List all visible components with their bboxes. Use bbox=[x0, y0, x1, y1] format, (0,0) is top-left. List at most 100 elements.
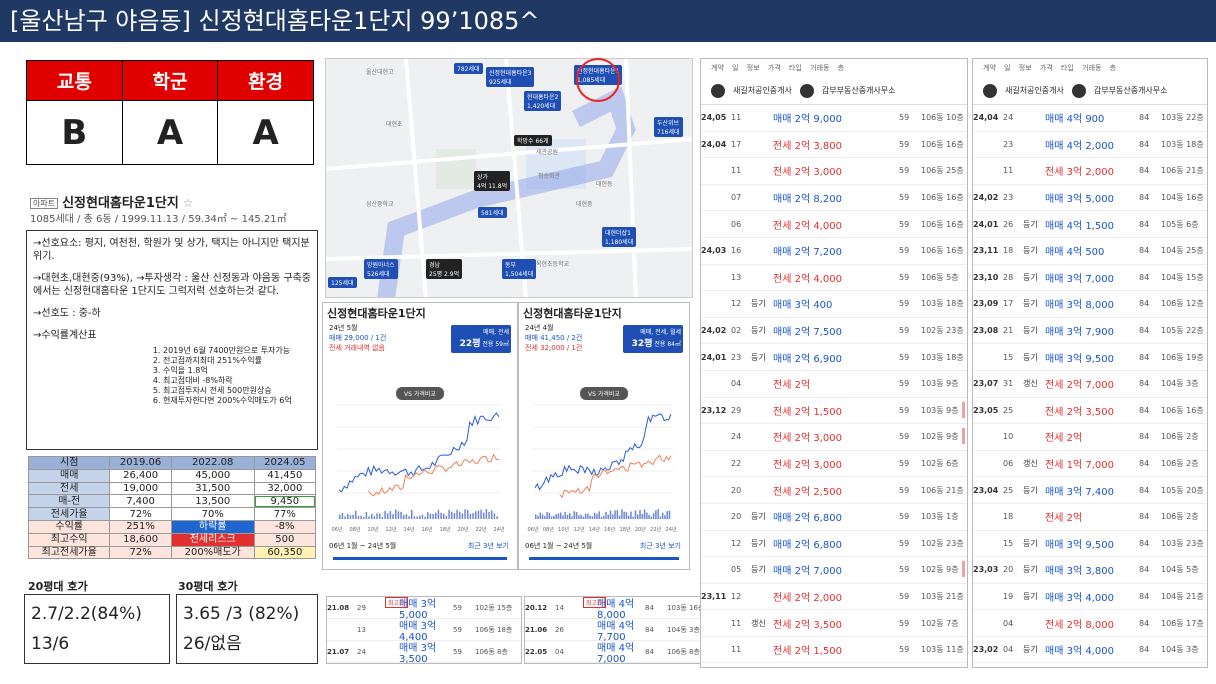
recent-3y-link[interactable]: 최근 3년 보기 bbox=[467, 542, 509, 550]
tx-row[interactable]: 24,04 24 매매 4억 900 84 103동 22층 bbox=[973, 105, 1207, 132]
tx-row[interactable]: 23,11 12 전세 2억 2,000 59 103동 21층 bbox=[701, 584, 967, 611]
tx-day: 12 bbox=[731, 538, 742, 548]
tx-row[interactable]: 24,04 17 전세 2억 3,800 59 106동 16층 bbox=[701, 132, 967, 159]
tx-price: 매매 2억 8,200 bbox=[773, 194, 842, 206]
map-view[interactable]: 울산대현고 청송회관 대현동 대현중 삼산중학교 세관공원 대현초 옥현초등학교… bbox=[325, 58, 693, 298]
tx-month: 23,11 bbox=[701, 591, 727, 601]
tx-row[interactable]: 23,05 25 전세 2억 3,500 84 106동 16층 bbox=[973, 398, 1207, 425]
tx-price: 전세 3억 2,000 bbox=[1045, 167, 1114, 179]
box-area: 전용 59㎡ bbox=[482, 341, 509, 348]
tx-row[interactable]: 24,02 02 등기 매매 2억 7,500 59 102동 23층 bbox=[701, 318, 967, 345]
tx-row[interactable]: 12 등기 매매 2억 6,800 59 102동 23층 bbox=[701, 531, 967, 558]
tx-row[interactable]: 24 전세 2억 3,000 59 102동 9층 bbox=[701, 424, 967, 451]
tx-row[interactable]: 21.06 26 매매 4억 7,700 84 104동 3층 bbox=[525, 619, 713, 643]
chart-price: 매매 41,450 / 2건 bbox=[525, 334, 583, 342]
tx-row[interactable]: 18 전세 2억 84 106동 2층 bbox=[973, 504, 1207, 531]
tx-row[interactable]: 21.07 24 매매 3억 3,500 59 106동 8층 bbox=[327, 641, 521, 663]
area-select-button[interactable]: 매매, 전세 22평 전용 59㎡ bbox=[451, 325, 511, 353]
tx-row[interactable]: 23 매매 4억 2,000 84 103동 18층 bbox=[973, 132, 1207, 159]
tx-row[interactable]: 24,02 23 매매 3억 5,000 84 104동 16층 bbox=[973, 185, 1207, 212]
tx-row[interactable]: 04 전세 2억 8,000 84 106동 17층 bbox=[973, 610, 1207, 637]
tx-type: 84 bbox=[1139, 379, 1150, 389]
recent-3y-link[interactable]: 최근 3년 보기 bbox=[639, 542, 681, 550]
tx-row[interactable]: 24,01 26 등기 매매 4억 1,500 84 105동 6층 bbox=[973, 211, 1207, 238]
tx-row[interactable]: 11 갱신 전세 2억 3,500 59 102동 7층 bbox=[701, 610, 967, 637]
x-tick-label: 18년 bbox=[620, 526, 631, 533]
x-tick-label: 12년 bbox=[386, 526, 397, 533]
map-marker[interactable]: 581세대 bbox=[478, 207, 507, 218]
memo-text: →선호요소: 평지, 여천천, 학원가 및 상가, 택지는 아니지만 택지분위기… bbox=[33, 238, 310, 262]
tx-type: 59 bbox=[899, 459, 910, 469]
volume-bar bbox=[352, 514, 354, 519]
map-marker[interactable]: 동부 1,504세대 bbox=[502, 259, 537, 279]
compare-button[interactable]: VS 가격비교 bbox=[396, 387, 444, 400]
tx-row[interactable]: 06 갱신 전세 1억 7,000 84 106동 2층 bbox=[973, 451, 1207, 478]
apt-name-text: 신정현대홈타운1단지 bbox=[62, 196, 179, 211]
tx-row[interactable]: 22 전세 2억 3,000 59 102동 6층 bbox=[701, 451, 967, 478]
tx-row[interactable]: 15 등기 매매 3억 9,500 84 106동 19층 bbox=[973, 344, 1207, 371]
tx-row[interactable]: 07 매매 2억 8,200 59 106동 16층 bbox=[701, 185, 967, 212]
map-label: 삼산중학교 bbox=[366, 201, 394, 208]
tx-row[interactable]: 20.12 14 최고가 매매 4억 8,000 84 103동 16층 bbox=[525, 597, 713, 621]
tx-type: 84 bbox=[1139, 113, 1150, 123]
tx-row[interactable]: 23,02 04 등기 매매 3억 4,000 84 104동 3층 bbox=[973, 637, 1207, 664]
tx-price: 매매 3억 7,400 bbox=[1045, 486, 1114, 498]
tx-row[interactable]: 23,04 25 등기 매매 3억 7,400 84 105동 20층 bbox=[973, 477, 1207, 504]
volume-bar bbox=[593, 512, 596, 519]
tx-row[interactable]: 23,08 21 등기 매매 3억 7,900 84 105동 22층 bbox=[973, 318, 1207, 345]
volume-bar bbox=[573, 511, 576, 519]
tx-row[interactable]: 05 등기 매매 2억 7,000 59 102동 9층 bbox=[701, 557, 967, 584]
tx-row[interactable]: 23,07 31 갱신 전세 2억 7,000 84 104동 3층 bbox=[973, 371, 1207, 398]
tx-list-59[interactable]: 계약 일 정보 가격 타입 거래동 층 새길처공인중개사 갑부부동산중개사무소 24,… bbox=[700, 58, 968, 668]
period-slider[interactable] bbox=[333, 557, 507, 560]
tx-row[interactable]: 04 전세 2억 59 103동 9층 bbox=[701, 371, 967, 398]
tx-row[interactable]: 06 전세 2억 4,000 59 106동 16층 bbox=[701, 211, 967, 238]
tx-type: 59 bbox=[899, 352, 910, 362]
map-marker[interactable]: 782세대 bbox=[454, 63, 483, 74]
tx-row[interactable]: 23,09 17 등기 매매 3억 8,000 84 106동 12층 bbox=[973, 291, 1207, 318]
map-marker[interactable]: 상가 4억 11.8억 bbox=[474, 171, 511, 191]
tx-row[interactable]: 11 전세 2억 1,500 59 103동 11층 bbox=[701, 637, 967, 664]
tx-price: 매매 3억 4,000 bbox=[1045, 646, 1114, 658]
tx-row[interactable]: 19 등기 매매 3억 4,000 84 104동 21층 bbox=[973, 584, 1207, 611]
star-icon[interactable]: ☆ bbox=[182, 196, 194, 210]
tx-row[interactable]: 23,03 20 등기 매매 3억 3,800 84 104동 5층 bbox=[973, 557, 1207, 584]
tx-row[interactable]: 24,03 16 매매 2억 7,200 59 106동 16층 bbox=[701, 238, 967, 265]
tx-row[interactable]: 11 전세 2억 3,000 59 106동 25층 bbox=[701, 158, 967, 185]
box-area: 전용 84㎡ bbox=[654, 341, 681, 348]
map-marker[interactable]: 신정현대홈타운3 925세대 bbox=[486, 67, 535, 87]
period-slider[interactable] bbox=[529, 557, 679, 560]
compare-button[interactable]: VS 가격비교 bbox=[580, 387, 628, 400]
tx-row[interactable]: 22.05 04 매매 4억 7,000 84 106동 8층 bbox=[525, 641, 713, 663]
volume-bar bbox=[347, 514, 349, 519]
tx-price: 매매 4억 900 bbox=[1045, 114, 1105, 126]
map-marker[interactable]: 학망수 66개 bbox=[514, 135, 552, 146]
tx-row[interactable]: 13 전세 2억 4,000 59 106동 5층 bbox=[701, 265, 967, 292]
area-select-button[interactable]: 매매, 전세, 월세 32평 전용 84㎡ bbox=[623, 325, 683, 353]
tx-row[interactable]: 12 등기 매매 3억 400 59 103동 18층 bbox=[701, 291, 967, 318]
map-marker[interactable]: 망원아너스 526세대 bbox=[364, 259, 398, 279]
tx-day: 20 bbox=[1003, 565, 1014, 575]
tx-row[interactable]: 23,12 29 전세 2억 1,500 59 103동 9층 bbox=[701, 398, 967, 425]
map-marker[interactable]: 대현더샵1 1,180세대 bbox=[602, 227, 637, 247]
tx-month: 24,02 bbox=[701, 326, 727, 336]
tx-row[interactable]: 23,10 28 등기 매매 3억 7,000 84 104동 15층 bbox=[973, 265, 1207, 292]
map-marker[interactable]: 125세대 bbox=[328, 277, 357, 288]
tx-row[interactable]: 21.08 29 최고가 매매 3억 5,000 59 102동 15층 bbox=[327, 597, 521, 621]
chart-panel-1: 신정현대홈타운1단지 24년 5월 매매 29,000 / 1건 전세 거래내역… bbox=[322, 302, 518, 570]
tx-row[interactable]: 24,01 23 등기 매매 2억 6,900 59 103동 18층 bbox=[701, 344, 967, 371]
tx-row[interactable]: 13 매매 3억 4,400 59 106동 18층 bbox=[327, 619, 521, 643]
map-marker[interactable]: 현대홈타운2 1,420세대 bbox=[524, 91, 562, 111]
tx-row[interactable]: 23,11 18 등기 매매 4억 500 84 104동 25층 bbox=[973, 238, 1207, 265]
tx-row[interactable]: 20 등기 매매 2억 6,800 59 103동 1층 bbox=[701, 504, 967, 531]
tx-list-84[interactable]: 계약 일 정보 가격 타입 거래동 층 새길처공인중개사 갑부부동산중개사무소 24,… bbox=[972, 58, 1208, 668]
tx-row[interactable]: 24,05 11 매매 2억 9,000 59 106동 10층 bbox=[701, 105, 967, 132]
tx-row[interactable]: 15 등기 매매 3억 9,500 84 103동 23층 bbox=[973, 531, 1207, 558]
map-marker[interactable]: 경남 25평 2.9억 bbox=[426, 259, 463, 279]
tx-dong: 106동 2층 bbox=[1161, 459, 1199, 469]
ret-cell: 70% bbox=[170, 507, 255, 521]
map-marker[interactable]: 두산위브 716세대 bbox=[654, 117, 683, 137]
tx-row[interactable]: 20 전세 2억 2,500 59 106동 21층 bbox=[701, 477, 967, 504]
tx-row[interactable]: 11 전세 3억 2,000 84 106동 21층 bbox=[973, 158, 1207, 185]
tx-row[interactable]: 10 전세 2억 84 106동 2층 bbox=[973, 424, 1207, 451]
